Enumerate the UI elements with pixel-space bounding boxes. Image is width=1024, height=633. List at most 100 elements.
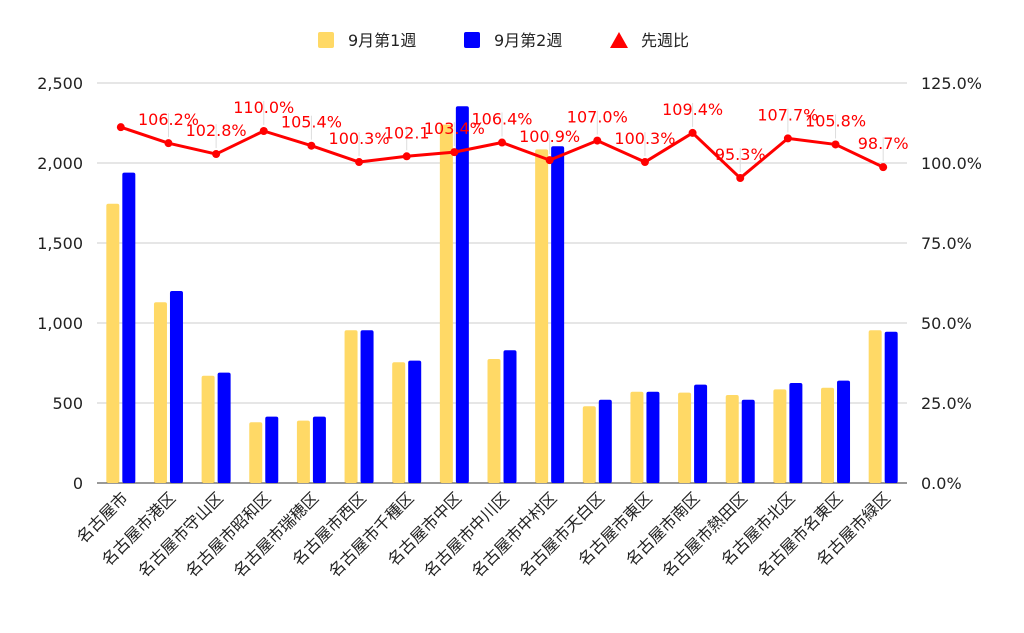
line-point [212,150,221,159]
y-left-tick-label: 2,500 [37,74,83,93]
line-point [640,158,649,167]
bar [122,172,136,483]
line-point [498,138,506,147]
bar [439,124,453,483]
bars [106,106,898,484]
bar [360,330,374,483]
bar [535,149,549,483]
bar [153,302,167,483]
y-right-tick-label: 50.0% [921,314,972,333]
data-label: 106.4% [471,110,532,129]
y-right-tick-label: 100.0% [921,154,982,173]
line-point [450,148,459,157]
bar [408,360,422,483]
x-tick-label: 名古屋市天白区 [515,488,608,581]
data-label: 107.7% [757,105,818,124]
line-point [593,136,602,145]
bar [582,406,596,483]
legend-label: 先週比 [641,31,689,50]
bar [773,389,787,483]
bar [630,391,644,483]
x-tick-label: 名古屋市名東区 [754,488,847,581]
y-left-tick-label: 2,000 [37,154,83,173]
bar [884,331,898,483]
legend-swatch [318,32,334,48]
bar [201,375,215,483]
x-tick-label: 名古屋市千種区 [325,488,418,581]
data-label: 105.4% [281,113,342,132]
legend-label: 9月第1週 [348,31,416,50]
bar [551,146,565,483]
data-label: 107.0% [567,108,628,127]
data-label: 105.8% [805,111,866,130]
legend-label: 9月第2週 [494,31,562,50]
bar [678,392,692,483]
data-label: 95.3% [715,145,766,164]
y-left-tick-label: 0 [73,474,83,493]
bar [503,350,517,483]
y-left-tick-label: 1,500 [37,234,83,253]
bar [646,391,660,483]
legend-item: 先週比 [610,31,689,50]
bar [598,399,612,483]
legend: 9月第1週 9月第2週 先週比 [318,31,689,50]
data-label: 102.8% [186,121,247,140]
line-point [402,152,411,161]
legend-swatch [610,32,628,48]
legend-item: 9月第1週 [318,31,416,50]
x-tick-label: 名古屋市熱田区 [658,488,751,581]
bar [741,399,755,483]
y-right-tick-label: 25.0% [921,394,972,413]
data-label: 100.9% [519,127,580,146]
x-tick-label: 名古屋市昭和区 [182,488,275,581]
bar [344,330,358,483]
data-label: 110.0% [233,98,294,117]
legend-item: 9月第2週 [464,31,562,50]
x-tick-label: 名古屋市中川区 [420,488,513,581]
x-tick-label: 名古屋市瑞穂区 [230,488,323,581]
data-labels: 106.2%102.8%110.0%105.4%100.3%102.1103.4… [138,98,909,173]
line-point [879,163,888,172]
line-point [688,128,697,137]
line-point [307,141,316,150]
bar [106,203,120,484]
bar [455,106,469,483]
bar [249,422,263,483]
y-right-tick-label: 0.0% [921,474,962,493]
bar [789,383,803,483]
x-tick-label: 名古屋市中村区 [468,488,561,581]
bar [837,380,851,483]
bar [392,362,406,483]
bar [312,416,326,483]
bar [169,291,183,483]
bar [217,372,231,483]
bar [296,420,310,483]
line-point [831,140,840,149]
data-label: 102.1 [384,123,430,142]
y-right-tick-label: 125.0% [921,74,982,93]
legend-swatch [464,32,480,48]
bar [694,384,708,483]
bar [821,387,835,483]
data-label: 100.3% [614,129,675,148]
line-point [736,174,745,183]
y-right-tick-label: 75.0% [921,234,972,253]
y-left-tick-label: 500 [52,394,83,413]
data-label: 100.3% [329,129,390,148]
x-tick-label: 名古屋市守山区 [134,488,227,581]
line-series [116,123,888,183]
data-label: 109.4% [662,100,723,119]
bar [265,416,279,483]
line-point [545,156,554,165]
data-label: 103.4% [424,119,485,138]
bar [725,395,739,483]
grid [97,82,907,484]
line-point [355,158,364,167]
bar [868,330,882,483]
line-point [116,123,125,132]
line-point [164,139,173,148]
bar [487,359,501,483]
data-label: 106.2% [138,110,199,129]
